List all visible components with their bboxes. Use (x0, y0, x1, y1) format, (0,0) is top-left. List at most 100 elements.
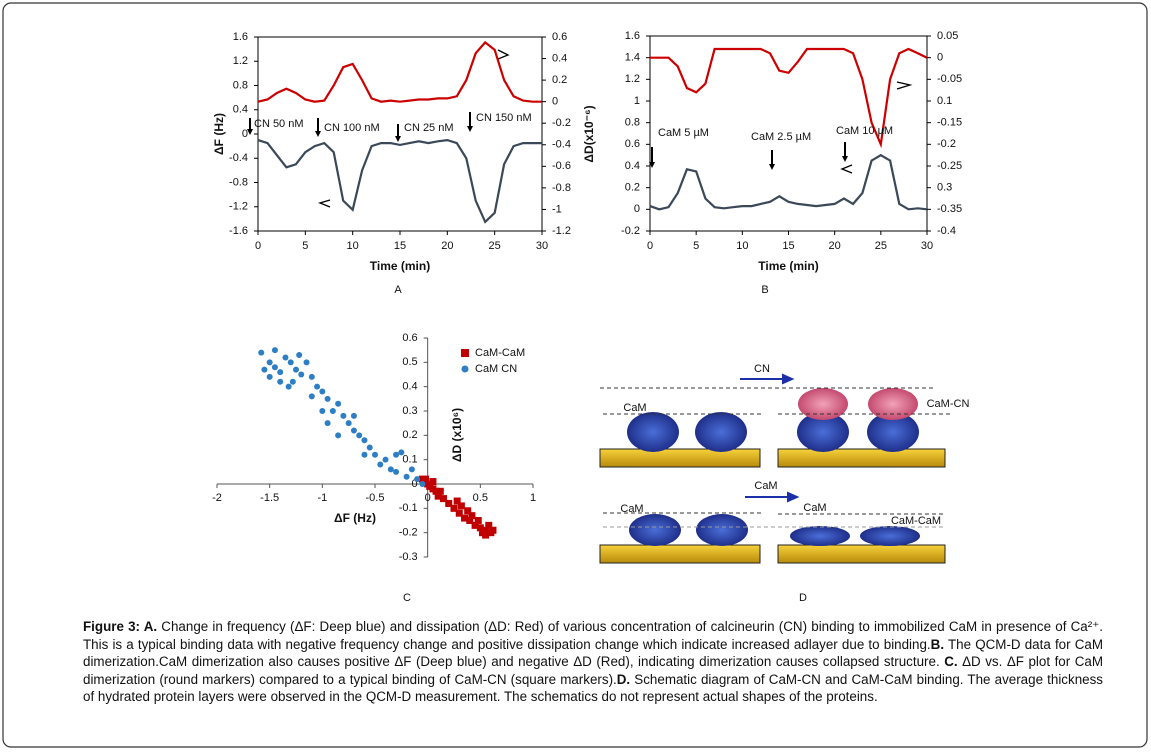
cam-protein (867, 412, 919, 452)
point (258, 349, 265, 356)
y-tick-label: 0.4 (402, 381, 417, 393)
chart: B 0 5 10 15 20 25 30 1.6 1.4 1.2 1 0.8 0.6 0.4 0.2 0 -0.2… (621, 30, 962, 296)
thickness-lines (600, 387, 950, 528)
chart: A 0 5 10 15 20 25 30 1.6 1.2 0.8 0.4 0 -0.4 -0.8 -1.2 -1… (212, 31, 596, 296)
x-tick-label: 5 (693, 240, 699, 252)
data-line (649, 153, 928, 211)
point (482, 531, 490, 539)
y2-tick-label: 0.3 (937, 182, 952, 194)
y-tick-label: -0.4 (229, 152, 248, 164)
point (476, 524, 484, 532)
diagram-label: CN (754, 363, 770, 375)
point (393, 468, 400, 475)
x-tick-label: -2 (212, 492, 222, 504)
point (377, 461, 384, 468)
caption-text: C. (944, 654, 958, 669)
y2-tick-label: -0.2 (552, 117, 571, 129)
point (429, 478, 437, 486)
point (361, 451, 368, 458)
y-tick-label: 0.5 (402, 356, 417, 368)
point (324, 395, 331, 402)
point (474, 517, 482, 524)
y2-tick-label: -0.35 (937, 203, 962, 215)
cam-dimer (860, 526, 920, 546)
panel-label: C (403, 592, 411, 604)
point (308, 393, 315, 400)
x-axis-label: ΔF (Hz) (334, 511, 376, 525)
caption-text: Change in frequency (ΔF: Deep blue) and … (83, 619, 1103, 652)
point (387, 466, 394, 473)
point (319, 388, 326, 395)
y-tick-label: 1 (634, 95, 640, 107)
y2-tick-label: 0.2 (552, 74, 567, 86)
annotation: CaM 5 µM (658, 127, 709, 139)
legend-swatch (461, 349, 469, 357)
point (450, 504, 458, 512)
y2-tick-label: 0.05 (937, 30, 958, 42)
sensor-plate (599, 544, 761, 564)
y-tick-label: -0.1 (399, 502, 418, 514)
y2-tick-label: -0.4 (937, 225, 956, 237)
point (419, 481, 426, 487)
point (335, 400, 342, 407)
point (432, 487, 440, 495)
x-tick-label: -1 (317, 492, 327, 504)
y-tick-label: -0.2 (399, 527, 418, 539)
y-tick-label: 1.6 (233, 31, 248, 43)
annotation-arrowhead (247, 129, 253, 135)
point (277, 378, 284, 385)
data-line (257, 138, 542, 224)
x-tick-label: -1.5 (260, 492, 279, 504)
point (418, 475, 426, 483)
point (293, 366, 299, 373)
pointer-arrows (318, 49, 913, 208)
caption-text: ΔD vs. ΔF plot for CaM dimerization (rou… (83, 654, 1103, 687)
annotation-arrowhead (315, 131, 321, 137)
point (445, 499, 453, 507)
chart: C -2 -1.5 -1 -0.5 0 0.5 1 0.6 0.5 0.4 0.3 0.2 0.1 0 -0.… (212, 332, 536, 604)
y2-tick-label: 0 (937, 52, 943, 64)
y-tick-label: 1.6 (625, 30, 640, 42)
caption-text: The QCM-D data for CaM dimerization.CaM … (83, 636, 1104, 670)
point (266, 373, 273, 380)
cam-protein (696, 514, 748, 546)
panel-label: A (394, 284, 402, 296)
point (289, 378, 296, 385)
legend-label: CaM CN (475, 363, 517, 375)
y-tick-label: 1.2 (625, 73, 640, 85)
y-axis-label: ΔD (x10⁶) (450, 408, 464, 462)
point (303, 359, 310, 366)
x-tick-label: 20 (829, 240, 841, 252)
x-axis-label: Time (min) (370, 259, 430, 273)
x-tick-label: 30 (921, 240, 933, 252)
diagram: D CN CaM CaM-CN CaM CaM CaM CaM-CaM (599, 363, 970, 604)
point (308, 373, 315, 380)
x-tick-label: 15 (394, 240, 406, 252)
y-tick-label: -1.6 (229, 225, 248, 237)
point (356, 432, 363, 439)
point (461, 514, 469, 522)
y-tick-label: 1.2 (233, 55, 248, 67)
y-tick-label: 0.4 (233, 104, 248, 116)
y-tick-label: 0.2 (625, 182, 640, 194)
y-tick-label: 0.3 (402, 405, 417, 417)
point (436, 487, 444, 495)
diagram-label: CaM (754, 480, 777, 492)
x-tick-label: 0 (647, 240, 653, 252)
y-tick-label: 0 (412, 478, 418, 490)
point (466, 517, 474, 524)
point (468, 512, 476, 520)
data-line (650, 47, 928, 149)
x-tick-label: 10 (736, 240, 748, 252)
panel-label: B (761, 284, 768, 296)
y-tick-label: -0.2 (621, 225, 640, 237)
point (489, 526, 497, 534)
flow-arrows (740, 373, 800, 503)
x-tick-label: 25 (489, 240, 501, 252)
legend-label: CaM-CaM (475, 347, 525, 359)
y2-tick-label: -0.05 (937, 73, 962, 85)
diagram-label: CaM-CN (927, 398, 970, 410)
point (361, 437, 368, 444)
